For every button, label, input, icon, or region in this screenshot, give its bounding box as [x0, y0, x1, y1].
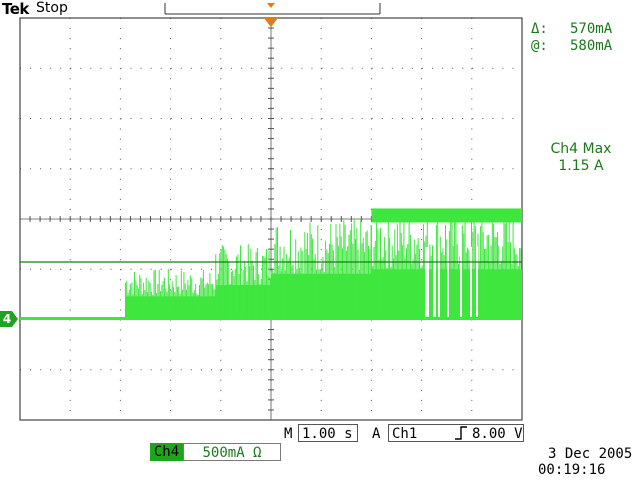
timebase-value[interactable]: 1.00 s [298, 424, 358, 442]
trigger-position-bracket [164, 3, 381, 15]
ch4-marker-label: 4 [2, 312, 12, 326]
trigger-box[interactable]: Ch1 [388, 424, 524, 442]
cursor-delta-label: Δ: [531, 21, 548, 37]
waveform-plateau [371, 208, 522, 223]
waveform-dropout [447, 247, 449, 317]
channel-scale[interactable]: 500mA Ω [183, 443, 281, 461]
waveform-dropout [433, 247, 436, 317]
cursor-at-value: 580mA [570, 38, 613, 54]
measurement-value: 1.15 A [558, 158, 604, 174]
cursor-delta-value: 570mA [570, 21, 613, 37]
trigger-prefix: A [372, 426, 381, 442]
waveform-dropout [425, 247, 429, 317]
measurement-label: Ch4 Max [550, 141, 612, 157]
cursor-at-label: @: [531, 38, 548, 54]
trigger-source: Ch1 [392, 426, 418, 442]
rising-edge-icon [455, 426, 467, 440]
waveform-dropout [438, 247, 440, 317]
trigger-position-icon [267, 3, 275, 8]
ch4-ground-marker[interactable] [0, 311, 18, 327]
waveform-dropout [460, 247, 462, 317]
acquisition-state: Stop [36, 0, 68, 16]
trigger-point-icon [264, 18, 278, 27]
ch4-waveform [20, 208, 522, 320]
timebase-prefix: M [284, 426, 293, 442]
waveform-dropout [470, 247, 472, 317]
channel-label[interactable]: Ch4 [150, 443, 183, 461]
trigger-level: 8.00 V [472, 426, 523, 442]
waveform-dropout [476, 247, 478, 317]
brand-logo: Tek [2, 0, 29, 18]
date-display: 3 Dec 2005 [548, 446, 633, 462]
time-display: 00:19:16 [538, 462, 606, 478]
